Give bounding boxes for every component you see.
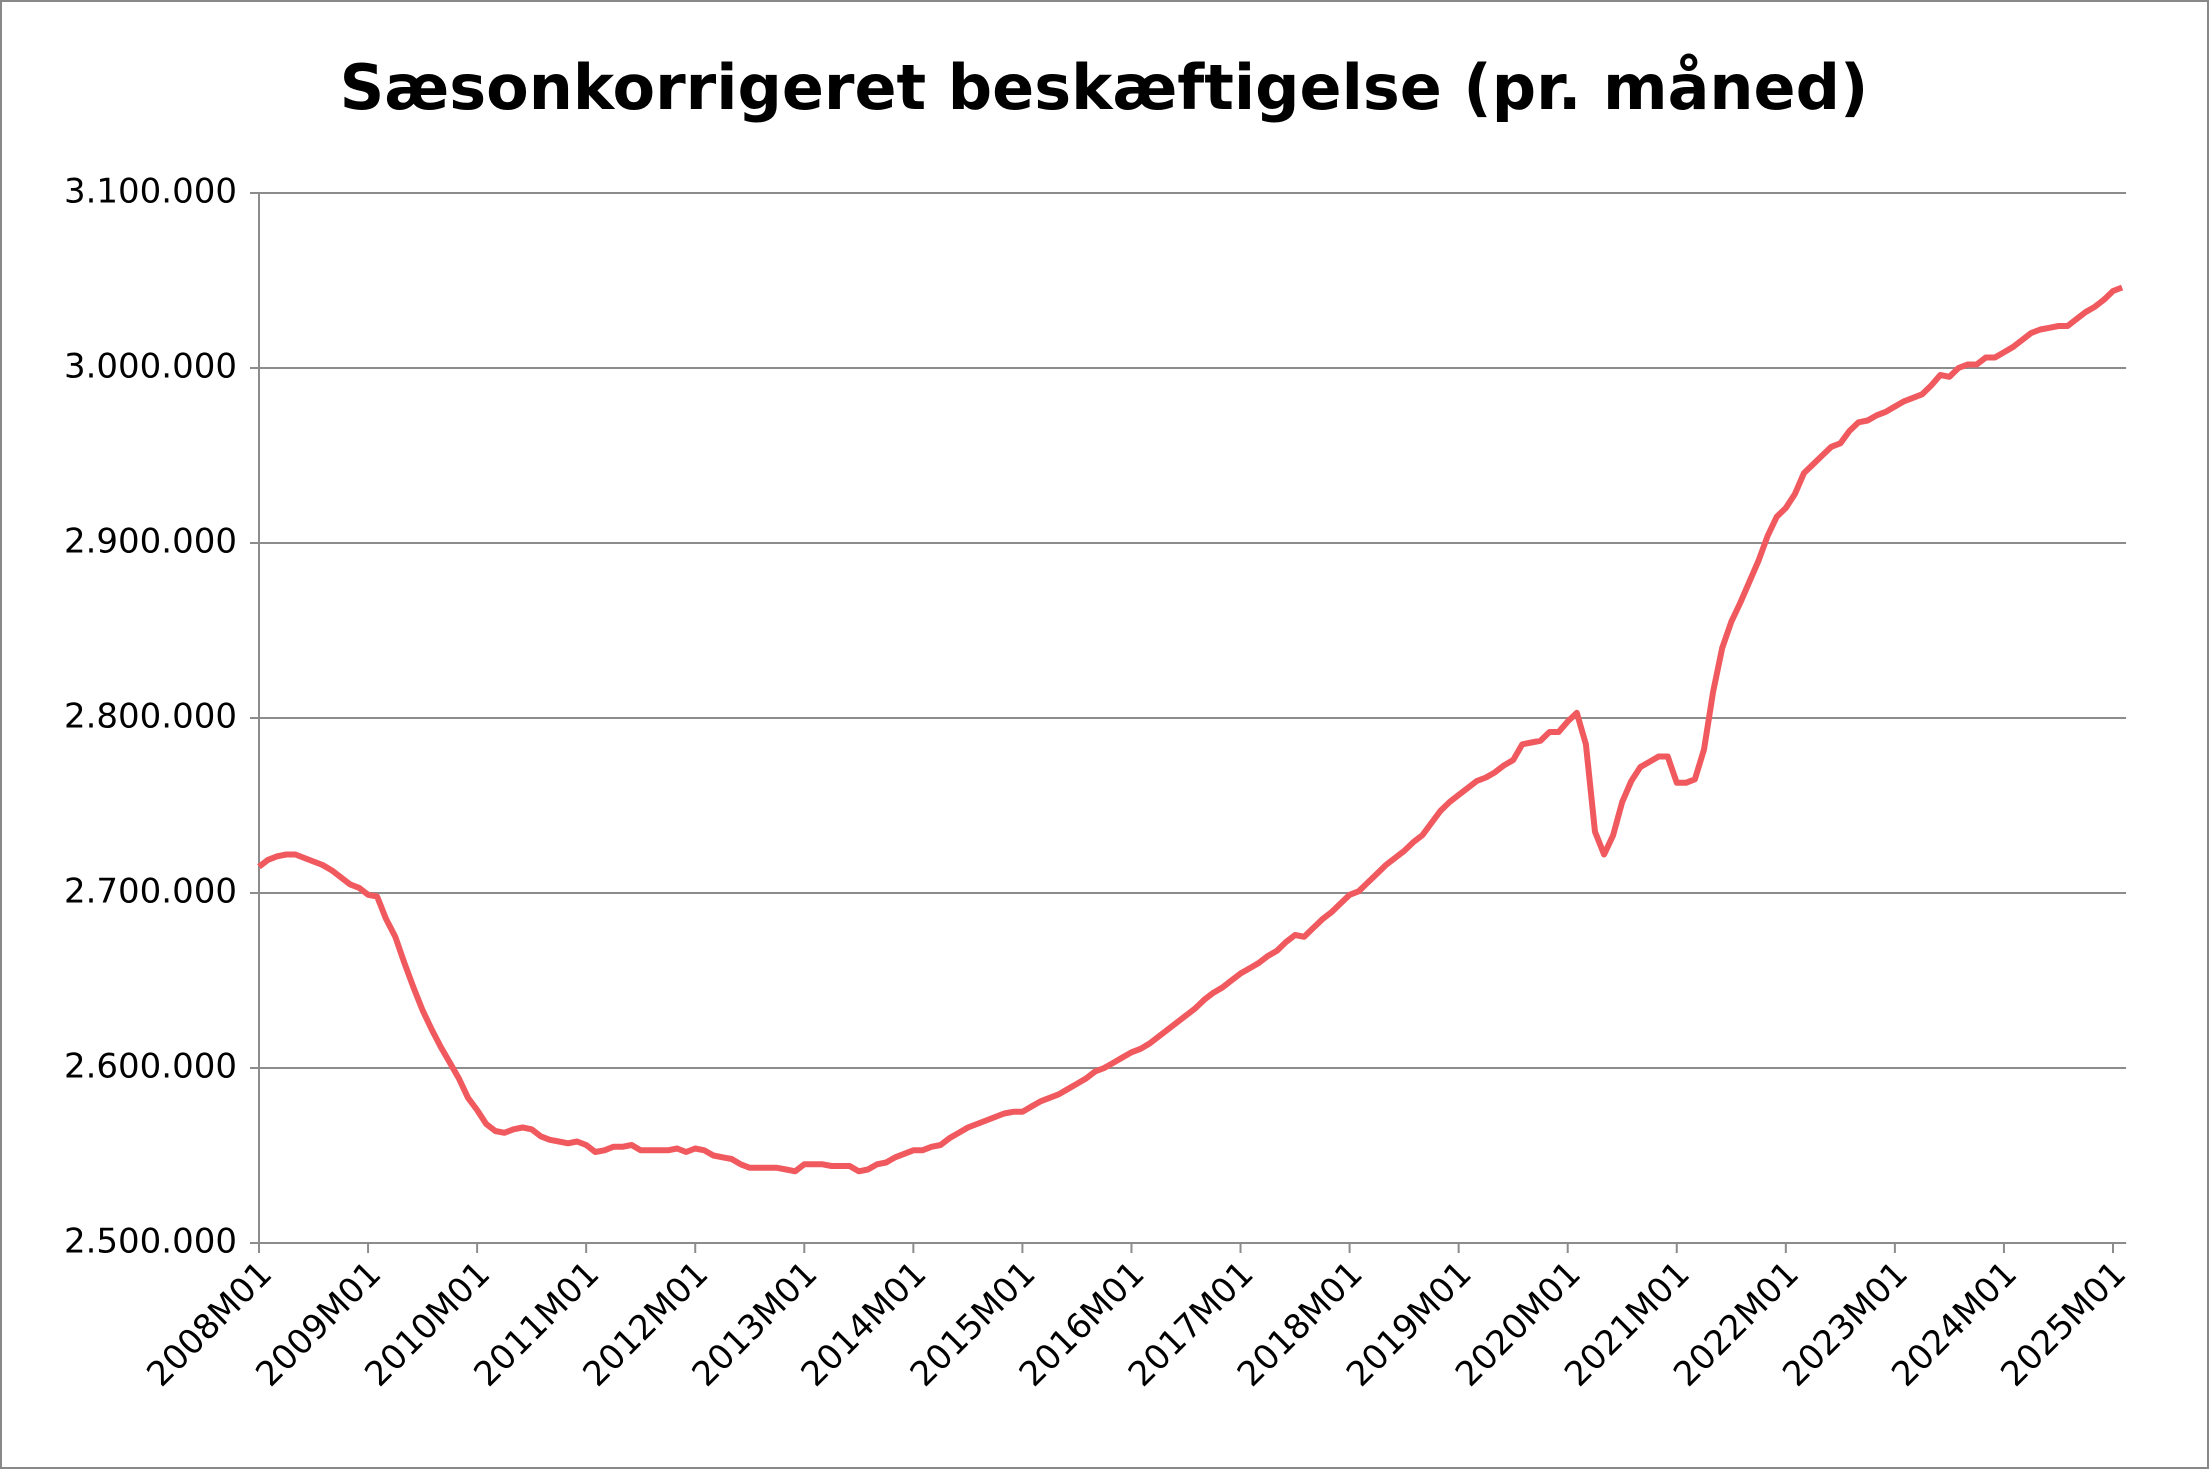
y-tick-label: 2.900.000 bbox=[64, 522, 237, 562]
y-tick-label: 2.600.000 bbox=[64, 1047, 237, 1087]
y-tick-label: 3.100.000 bbox=[64, 172, 237, 212]
data-line bbox=[257, 284, 2124, 1175]
chart-title: Sæsonkorrigeret beskæftigelse (pr. måned… bbox=[340, 51, 1869, 124]
y-tick-label: 3.000.000 bbox=[64, 347, 237, 387]
y-tick-label: 2.800.000 bbox=[64, 697, 237, 737]
y-tick-label: 2.700.000 bbox=[64, 872, 237, 912]
y-tick-label: 2.500.000 bbox=[64, 1222, 237, 1262]
